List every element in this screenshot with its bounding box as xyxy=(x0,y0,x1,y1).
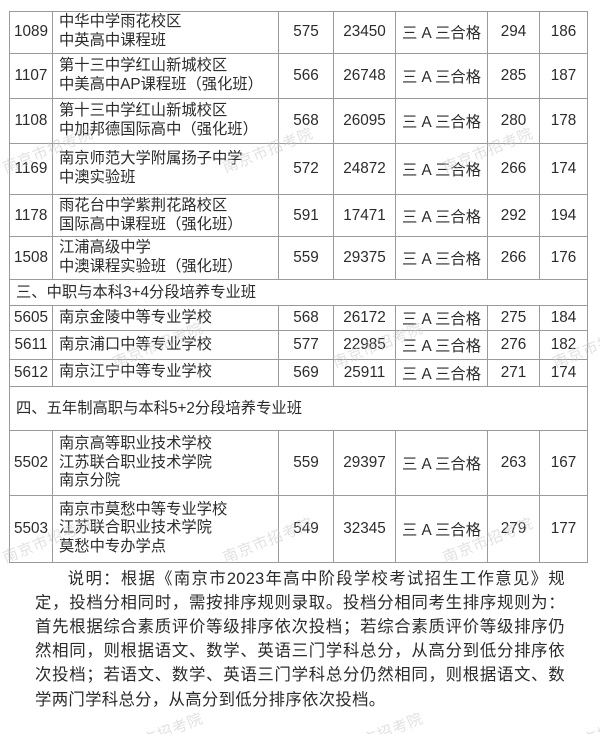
svg-text:南京市招考院: 南京市招考院 xyxy=(110,709,206,734)
svg-text:南京市招考院: 南京市招考院 xyxy=(550,709,600,734)
svg-text:南京市招考院: 南京市招考院 xyxy=(330,709,426,734)
